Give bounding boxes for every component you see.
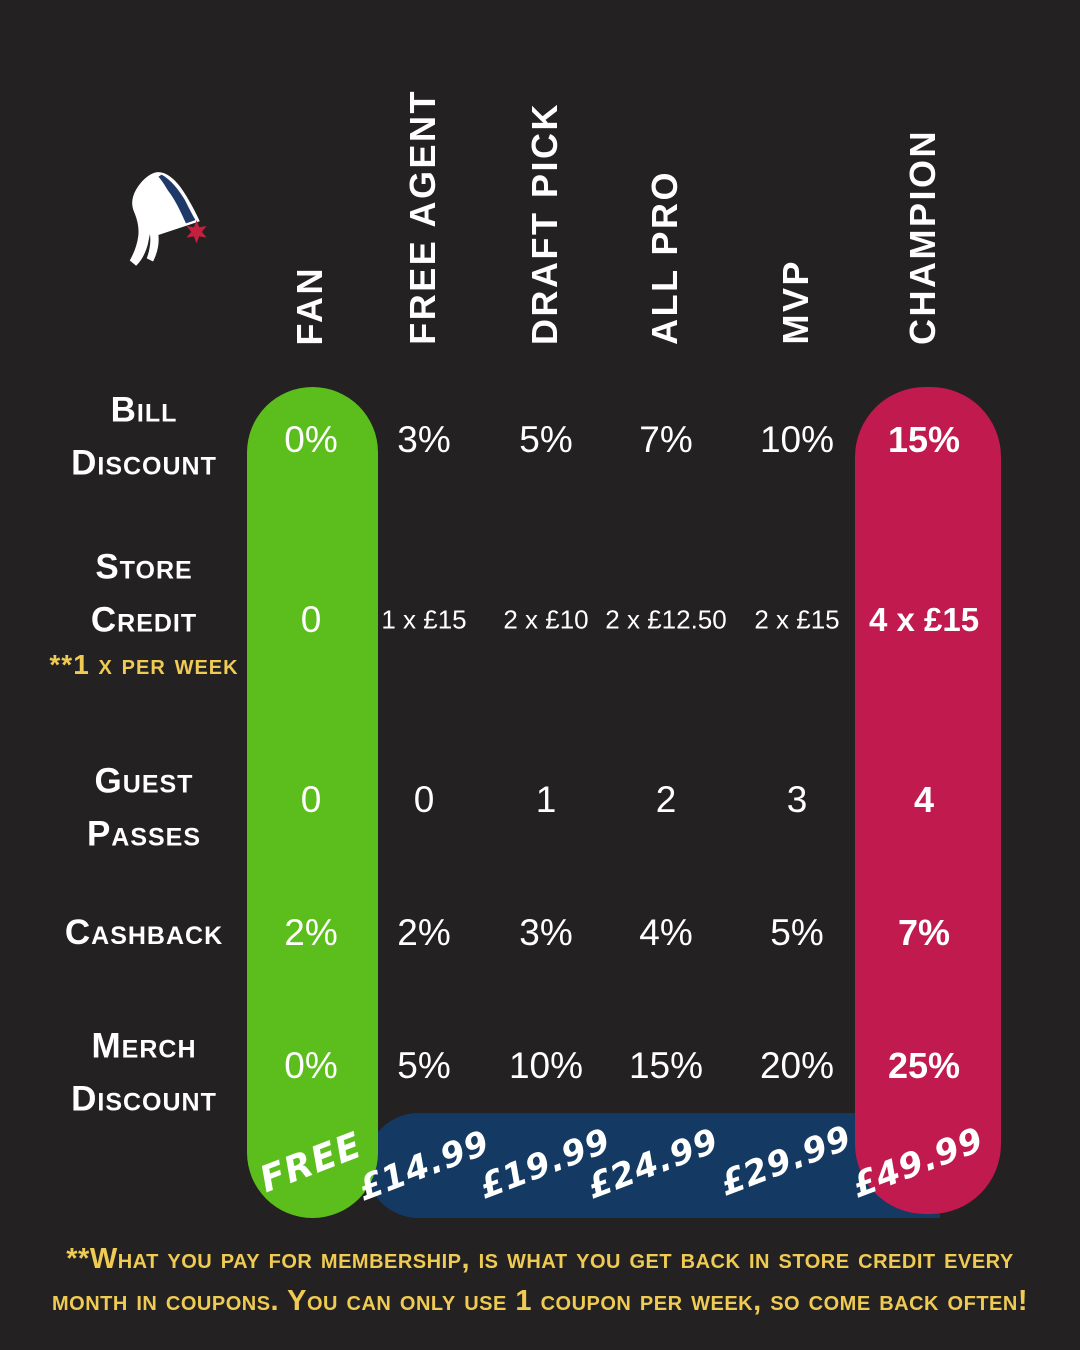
cell-merch-discount-champion: 25% [887, 1045, 961, 1086]
row-label-merch-discount: Merch Discount [71, 1026, 217, 1119]
footnote-text: **What you pay for membership, is what y… [52, 1243, 1028, 1318]
cell-bill-discount-all-pro: 7% [639, 419, 693, 460]
cell-guest-passes-champion: 4 [913, 779, 935, 820]
cell-merch-discount-all-pro: 15% [628, 1045, 704, 1086]
row-label-guest-passes: Guest Passes [86, 761, 202, 854]
cell-guest-passes-all-pro: 2 [655, 779, 677, 820]
cell-merch-discount-draft-pick: 10% [508, 1045, 584, 1086]
row-label-cashback: Cashback [64, 912, 224, 952]
cell-bill-discount-mvp: 10% [759, 419, 835, 460]
cell-guest-passes-fan: 0 [300, 779, 322, 820]
cell-store-credit-fan: 0 [300, 599, 322, 640]
fan-column-highlight [247, 387, 378, 1218]
cell-merch-discount-mvp: 20% [759, 1045, 835, 1086]
cell-cashback-mvp: 5% [770, 912, 824, 953]
champion-column-highlight [855, 387, 1001, 1214]
cell-cashback-fan: 2% [284, 912, 338, 953]
cell-cashback-free-agent: 2% [397, 912, 451, 953]
liberty-bell-star-logo [129, 172, 207, 266]
cell-bill-discount-fan: 0% [284, 419, 338, 460]
column-header-mvp: MVP [775, 259, 816, 345]
cell-cashback-all-pro: 4% [639, 912, 693, 953]
row-label-store-credit: Store Credit [90, 547, 198, 640]
cell-guest-passes-draft-pick: 1 [535, 779, 557, 820]
cell-merch-discount-free-agent: 5% [397, 1045, 451, 1086]
cell-cashback-champion: 7% [897, 912, 951, 953]
price-row-bar [366, 1113, 940, 1218]
column-header-fan: FAN [289, 265, 330, 346]
cell-store-credit-free-agent: 1 x £15 [381, 604, 467, 635]
cell-bill-discount-draft-pick: 5% [519, 419, 573, 460]
column-header-all-pro: ALL PRO [644, 170, 685, 345]
cell-store-credit-all-pro: 2 x £12.50 [605, 604, 727, 635]
row-label-bill-discount: Bill Discount [71, 390, 217, 483]
row-note-store-credit: **1 x per week [49, 649, 239, 680]
cell-guest-passes-free-agent: 0 [413, 779, 435, 820]
cell-bill-discount-champion: 15% [887, 419, 961, 460]
column-header-champion: CHAMPION [902, 129, 943, 345]
cell-guest-passes-mvp: 3 [786, 779, 808, 820]
cell-bill-discount-free-agent: 3% [397, 419, 451, 460]
cell-merch-discount-fan: 0% [284, 1045, 338, 1086]
cell-store-credit-mvp: 2 x £15 [754, 604, 840, 635]
column-header-free-agent: FREE AGENT [402, 89, 443, 345]
column-header-draft-pick: DRAFT PICK [524, 102, 565, 345]
cell-store-credit-draft-pick: 2 x £10 [503, 604, 589, 635]
cell-store-credit-champion: 4 x £15 [868, 601, 980, 638]
cell-cashback-draft-pick: 3% [519, 912, 573, 953]
